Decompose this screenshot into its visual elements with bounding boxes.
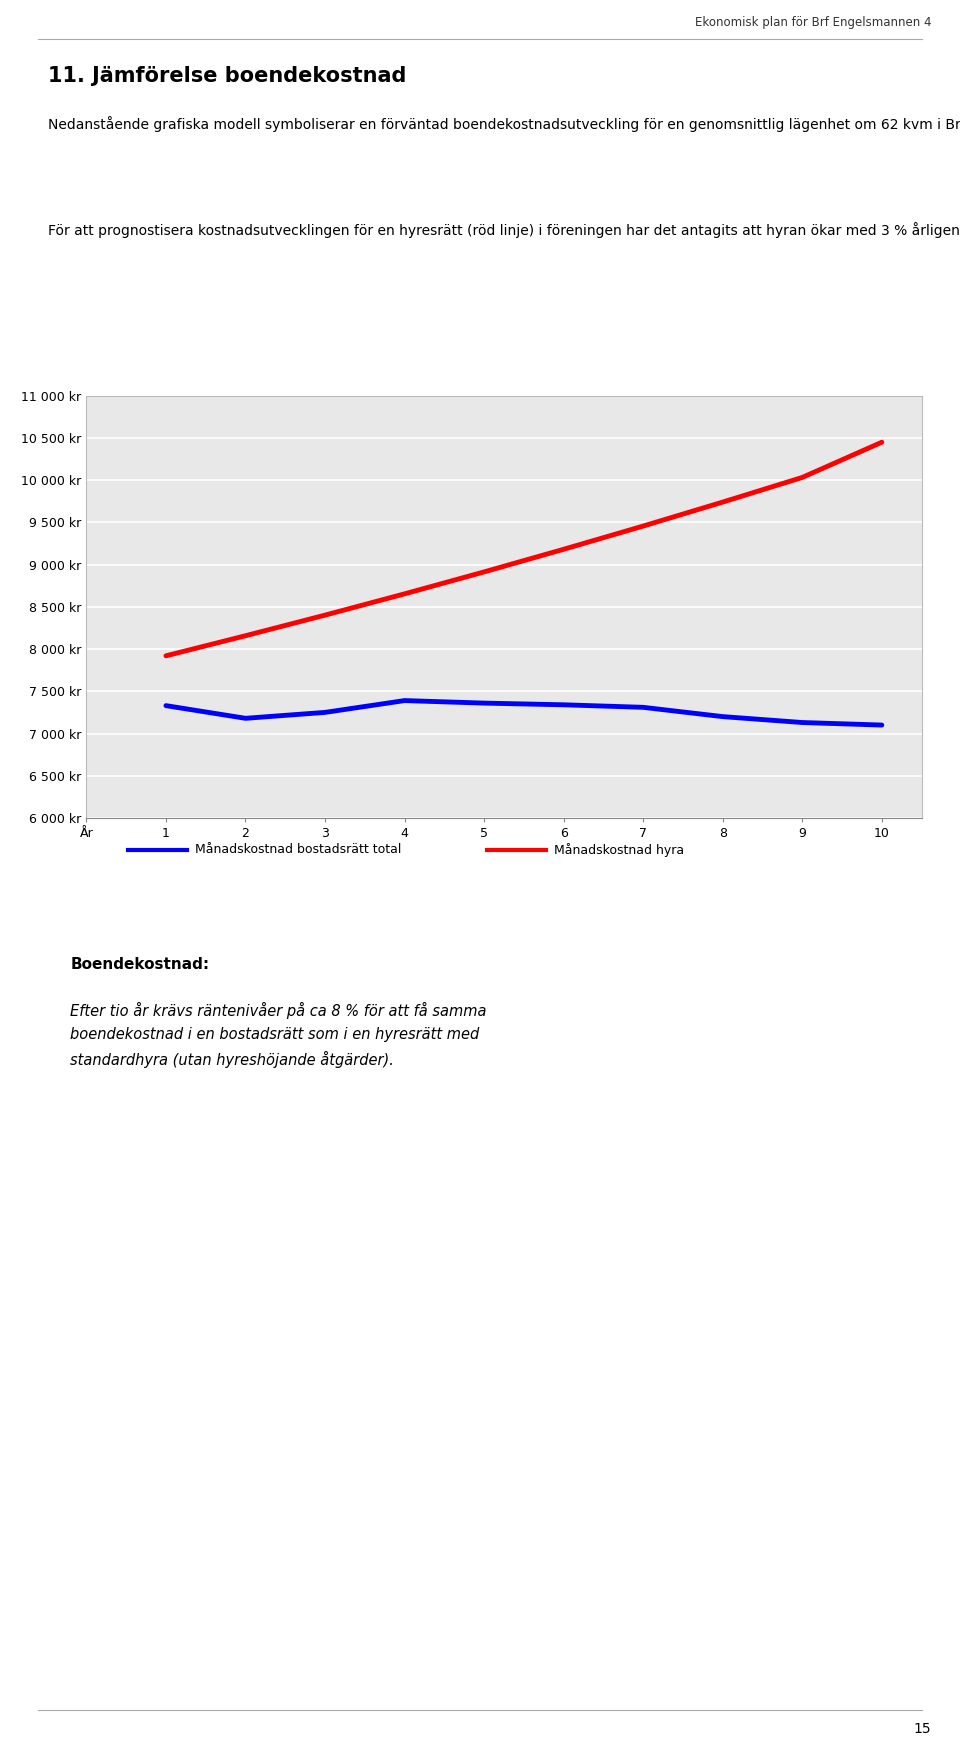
Point [540,839,551,860]
Text: Boendekostnad:: Boendekostnad: [70,957,209,971]
Text: Ekonomisk plan för Brf Engelsmannen 4: Ekonomisk plan för Brf Engelsmannen 4 [695,16,931,28]
Point [482,839,493,860]
Text: 11. Jämförelse boendekostnad: 11. Jämförelse boendekostnad [48,65,406,86]
Text: Månadskostnad bostadsrätt total: Månadskostnad bostadsrätt total [195,843,401,857]
Text: För att prognostisera kostnadsutvecklingen för en hyresrätt (röd linje) i föreni: För att prognostisera kostnadsutveckling… [48,222,960,237]
Point [123,839,134,860]
Text: Efter tio år krävs räntenivåer på ca 8 % för att få samma
boendekostnad i en bos: Efter tio år krävs räntenivåer på ca 8 %… [70,1003,487,1068]
Text: 15: 15 [914,1722,931,1736]
Point [180,839,192,860]
Text: Månadskostnad hyra: Månadskostnad hyra [554,843,684,857]
Text: Nedanstående grafiska modell symboliserar en förväntad boendekostnadsutveckling : Nedanstående grafiska modell symbolisera… [48,116,960,132]
